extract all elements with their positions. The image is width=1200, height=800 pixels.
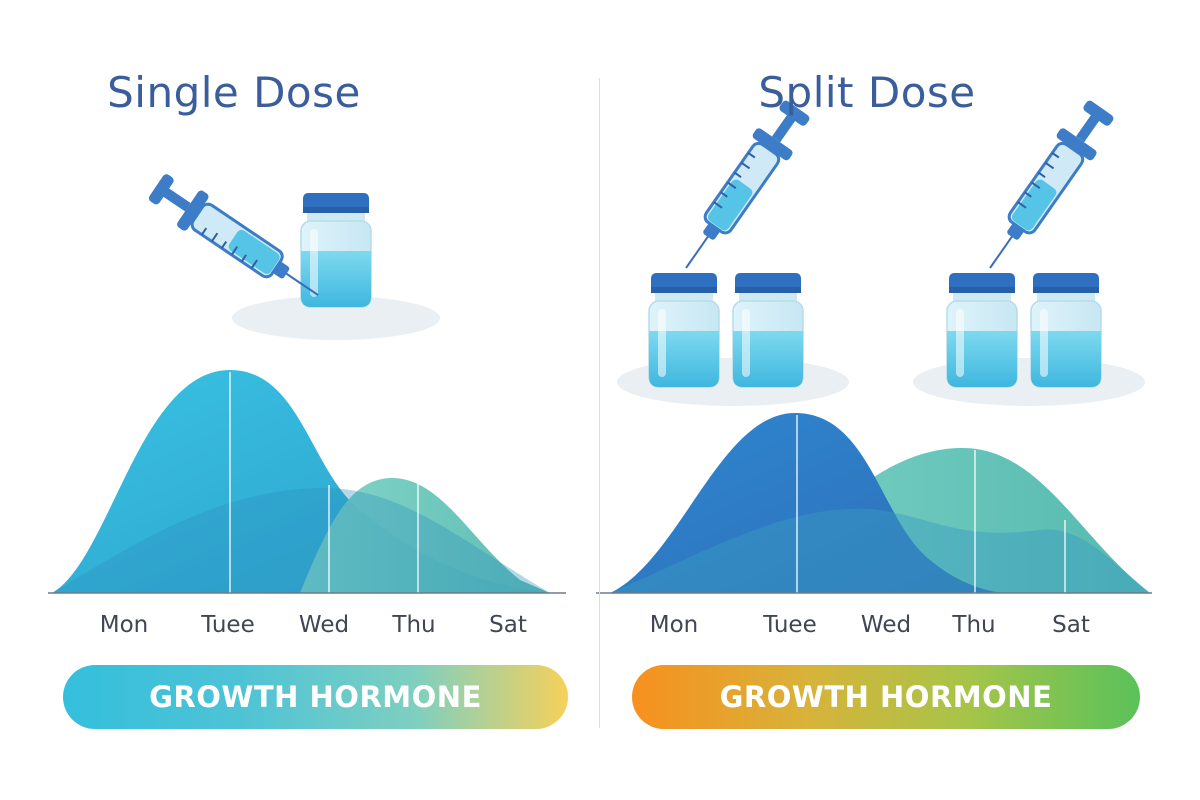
curve-overlay xyxy=(610,508,1150,593)
single-dose-panel: Single Dose Mon Tuee Wed Thu Sat xyxy=(99,68,527,638)
single-dose-chart xyxy=(48,370,566,594)
split-dose-panel: Split Dose Mon Tuee Wed Thu Sat xyxy=(600,0,1200,800)
curve-overlay xyxy=(52,487,550,593)
split-dose-illustration xyxy=(617,94,1145,406)
curve-secondary xyxy=(300,477,550,593)
panel-divider xyxy=(599,78,600,728)
split-dose-chart xyxy=(596,413,1152,594)
shadow-ellipse xyxy=(232,296,440,340)
day-label: Tuee xyxy=(201,612,255,638)
single-dose-illustration xyxy=(142,166,440,340)
day-label: Mon xyxy=(99,612,149,638)
curve-dark xyxy=(610,413,1010,593)
panel-title: Single Dose xyxy=(107,68,361,117)
curve-primary xyxy=(52,370,550,593)
day-label: Wed xyxy=(298,612,350,638)
day-label: Wed xyxy=(860,612,912,638)
growth-hormone-banner: GROWTH HORMONE xyxy=(632,665,1140,729)
day-label: Sat xyxy=(489,612,527,638)
day-label: Mon xyxy=(649,612,699,638)
day-label: Thu xyxy=(952,612,996,638)
day-label: Thu xyxy=(392,612,436,638)
panel-title: Split Dose xyxy=(758,68,976,117)
day-label: Sat xyxy=(1052,612,1090,638)
day-label: Tuee xyxy=(763,612,817,638)
growth-hormone-banner: GROWTH HORMONE xyxy=(63,665,568,729)
